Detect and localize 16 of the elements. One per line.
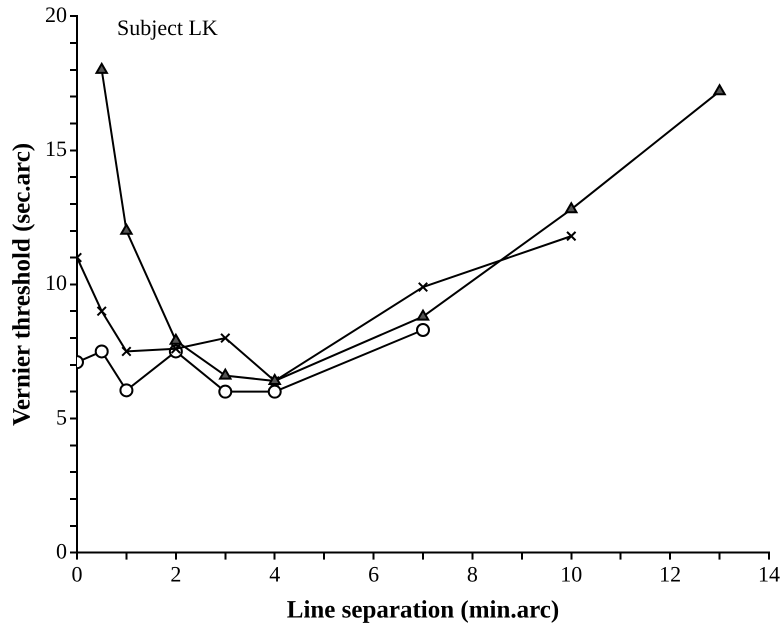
x-tick-label: 14: [758, 562, 780, 587]
x-tick-label: 4: [269, 562, 280, 587]
y-tick-label: 15: [45, 136, 67, 162]
x-tick-label: 12: [659, 562, 682, 587]
y-axis-title: Vernier threshold (sec.arc): [8, 142, 36, 426]
x-tick-label: 2: [170, 562, 182, 587]
y-tick-label: 10: [45, 270, 67, 296]
x-tick-label: 6: [368, 562, 380, 587]
x-axis-title: Line separation (min.arc): [286, 596, 560, 624]
annotation: Subject LK: [117, 14, 218, 40]
x-tick-label: 0: [72, 562, 82, 587]
y-tick-label: 5: [56, 404, 67, 430]
x-tick-label: 8: [466, 562, 478, 587]
x-tick-label: 10: [560, 562, 582, 587]
y-tick-label: 20: [45, 2, 67, 27]
y-tick-label: 0: [56, 538, 67, 564]
